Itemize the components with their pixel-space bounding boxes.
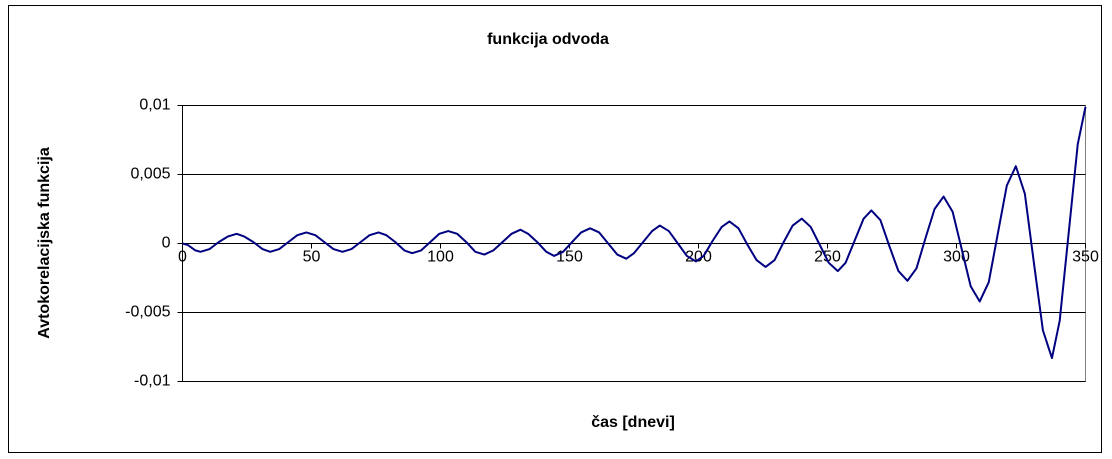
chart-title: funkcija odvoda [487,31,609,48]
x-tick-label: 150 [556,249,583,266]
x-tick-label: 250 [814,249,841,266]
x-tick-label: 350 [1072,249,1099,266]
y-tick-label: 0,01 [139,97,170,114]
x-tick-label: 100 [427,249,454,266]
x-axis-label: čas [dnevi] [591,414,675,431]
x-tick-label: 50 [303,249,321,266]
data-line [182,106,1087,360]
y-tick-label: -0,01 [134,373,171,390]
y-axis-label: Avtokorelacijska funkcija [36,147,53,339]
x-tick-label: 0 [178,249,187,266]
y-tick-label: 0 [162,235,171,252]
y-tick-label: 0,005 [130,166,170,183]
y-tick-label: -0,005 [125,304,170,321]
